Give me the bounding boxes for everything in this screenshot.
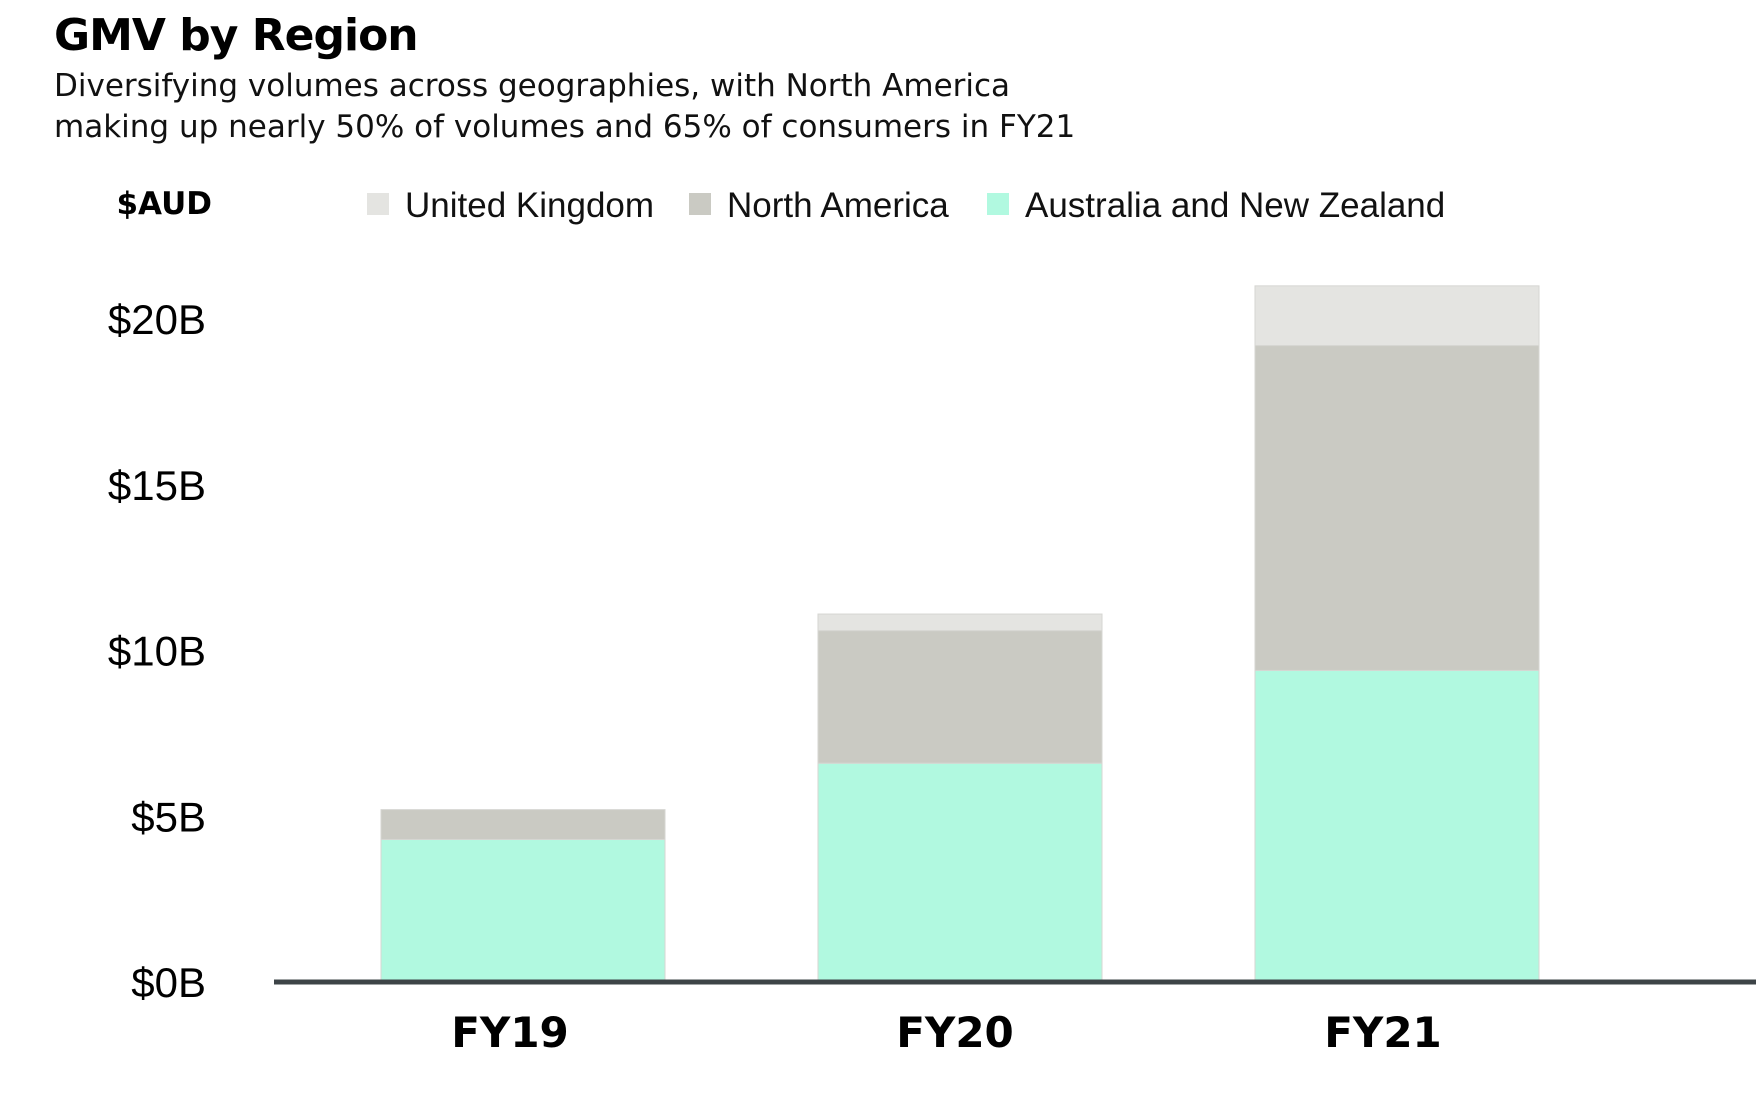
legend-label: United Kingdom <box>405 186 654 225</box>
legend-item-australia-and-new-zealand: Australia and New Zealand <box>987 186 1445 225</box>
y-axis: $0B $5B $10B $15B $20B <box>108 296 206 1006</box>
unit-label: $AUD <box>116 186 212 222</box>
bar-stack-fy19 <box>380 809 666 983</box>
legend-item-north-america: North America <box>689 186 949 225</box>
bar-segment-united-kingdom <box>1254 285 1540 347</box>
legend-swatch <box>689 193 711 215</box>
bar-segment-australia-and-new-zealand <box>1254 669 1540 983</box>
bar-segment-australia-and-new-zealand <box>817 762 1103 983</box>
y-tick-label: $15B <box>108 462 206 509</box>
bar-segment-united-kingdom <box>817 613 1103 632</box>
x-tick-label: FY20 <box>896 1008 1014 1057</box>
bar-segment-north-america <box>380 809 666 840</box>
bar-segment-north-america <box>1254 345 1540 671</box>
x-axis: FY19 FY20 FY21 <box>451 1008 1442 1057</box>
chart-subtitle: Diversifying volumes across geographies,… <box>54 66 1254 148</box>
subtitle-line-1: Diversifying volumes across geographies,… <box>54 68 1011 104</box>
legend-item-united-kingdom: United Kingdom <box>367 186 654 225</box>
bars <box>380 285 1540 983</box>
bar-segment-north-america <box>817 630 1103 764</box>
bar-stack-fy21 <box>1254 285 1540 983</box>
y-tick-label: $0B <box>131 959 206 1006</box>
y-tick-label: $10B <box>108 628 206 675</box>
legend-label: Australia and New Zealand <box>1025 186 1445 225</box>
legend-swatch <box>367 193 389 215</box>
x-tick-label: FY21 <box>1324 1008 1442 1057</box>
y-tick-label: $20B <box>108 296 206 343</box>
legend-label: North America <box>727 186 949 225</box>
x-tick-label: FY19 <box>451 1008 569 1057</box>
legend: United Kingdom North America Australia and… <box>367 186 1445 225</box>
legend-swatch <box>987 193 1009 215</box>
bar-stack-fy20 <box>817 613 1103 983</box>
subtitle-line-2: making up nearly 50% of volumes and 65% … <box>54 109 1076 145</box>
chart-title: GMV by Region <box>54 10 419 61</box>
y-tick-label: $5B <box>131 793 206 840</box>
bar-segment-australia-and-new-zealand <box>380 838 666 983</box>
